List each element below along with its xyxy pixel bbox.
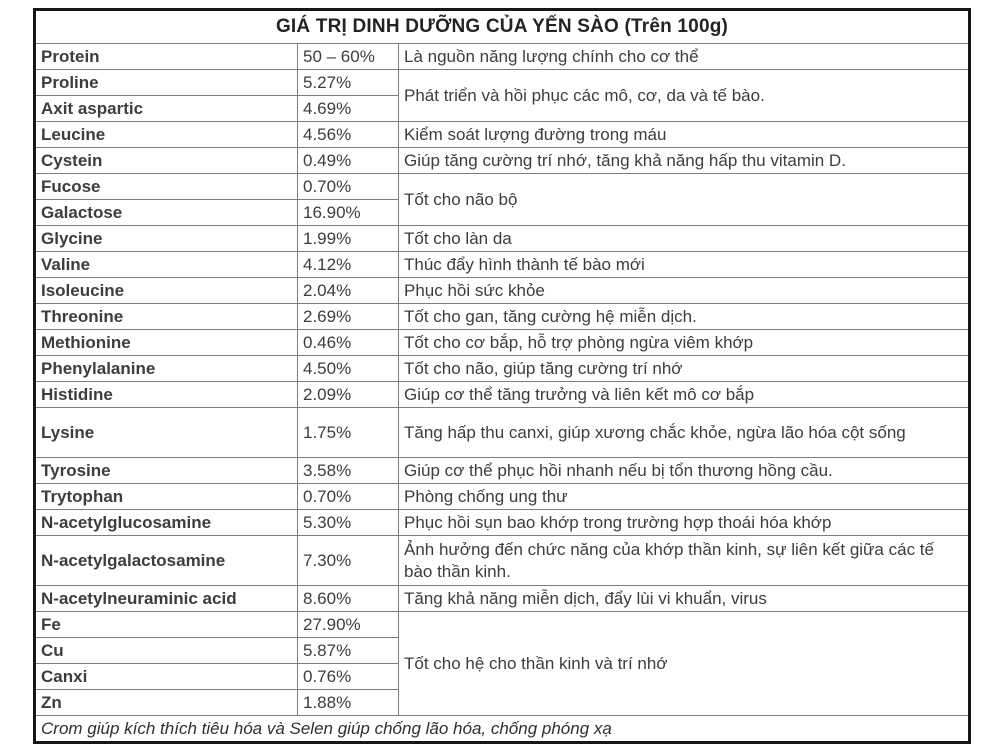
nutrient-name: Isoleucine	[34, 277, 298, 304]
nutrient-desc: Tốt cho não bộ	[398, 173, 970, 226]
table-row: Valine 4.12% Thúc đẩy hình thành tế bào mớ…	[34, 251, 970, 278]
nutrient-value: 2.04%	[297, 277, 399, 304]
table-row: Canxi 0.76%	[34, 663, 970, 690]
nutrient-name: Protein	[34, 43, 298, 70]
nutrient-desc: Giúp tăng cường trí nhớ, tăng khả năng h…	[398, 147, 970, 174]
nutrient-value: 0.70%	[297, 483, 399, 510]
nutrient-name: Proline	[34, 69, 298, 96]
nutrient-value: 5.30%	[297, 509, 399, 536]
nutrient-name: Glycine	[34, 225, 298, 252]
table-row: Proline 5.27% Phát triển và hồi phục các m…	[34, 69, 970, 122]
table-row: Axit aspartic 4.69%	[34, 95, 970, 122]
nutrient-value: 8.60%	[297, 585, 399, 612]
nutrient-desc: Phục hồi sức khỏe	[398, 277, 970, 304]
nutrient-value: 1.75%	[297, 407, 399, 458]
table-row: Phenylalanine 4.50% Tốt cho não, giúp tăng…	[34, 355, 970, 382]
nutrient-value: 2.69%	[297, 303, 399, 330]
table-row: Leucine 4.56% Kiểm soát lượng đường trong …	[34, 121, 970, 148]
nutrient-value: 1.88%	[297, 689, 399, 716]
nutrient-value: 7.30%	[297, 535, 399, 586]
nutrient-name: Galactose	[34, 199, 298, 226]
table-row: Fucose 0.70% Tốt cho não bộ	[34, 173, 970, 226]
table-row: Cu 5.87%	[34, 637, 970, 664]
table-row: Lysine 1.75% Tăng hấp thu canxi, giúp xươn…	[34, 407, 970, 458]
table-row: Methionine 0.46% Tốt cho cơ bắp, hỗ trợ ph…	[34, 329, 970, 356]
nutrient-desc: Phòng chống ung thư	[398, 483, 970, 510]
nutrient-desc: Tốt cho làn da	[398, 225, 970, 252]
table-row: Zn 1.88%	[34, 689, 970, 716]
nutrition-table: GIÁ TRỊ DINH DƯỠNG CỦA YẾN SÀO (Trên 100…	[33, 8, 971, 744]
table-footer-row: Crom giúp kích thích tiêu hóa và Selen g…	[34, 715, 970, 743]
nutrient-desc: Giúp cơ thể phục hồi nhanh nếu bị tổn th…	[398, 457, 970, 484]
nutrient-value: 5.27%	[297, 69, 399, 96]
table-row: N-acetylneuraminic acid 8.60% Tăng khả năn…	[34, 585, 970, 612]
nutrient-name: Phenylalanine	[34, 355, 298, 382]
nutrient-desc: Tốt cho gan, tăng cường hệ miễn dịch.	[398, 303, 970, 330]
nutrient-desc: Tốt cho hệ cho thần kinh và trí nhớ	[398, 611, 970, 716]
nutrient-name: Leucine	[34, 121, 298, 148]
nutrient-value: 4.12%	[297, 251, 399, 278]
table-row: N-acetylgalactosamine 7.30% Ảnh hưởng đến …	[34, 535, 970, 586]
nutrient-name: N-acetylglucosamine	[34, 509, 298, 536]
nutrient-desc: Giúp cơ thể tăng trưởng và liên kết mô c…	[398, 381, 970, 408]
table-title-row: GIÁ TRỊ DINH DƯỠNG CỦA YẾN SÀO (Trên 100…	[34, 9, 970, 44]
nutrient-name: N-acetylgalactosamine	[34, 535, 298, 586]
nutrient-name: Histidine	[34, 381, 298, 408]
table-row: Isoleucine 2.04% Phục hồi sức khỏe	[34, 277, 970, 304]
nutrient-name: Fucose	[34, 173, 298, 200]
nutrient-name: Trytophan	[34, 483, 298, 510]
table-row: Protein 50 – 60% Là nguồn năng lượng chính…	[34, 43, 970, 70]
table-row: Trytophan 0.70% Phòng chống ung thư	[34, 483, 970, 510]
nutrient-name: Lysine	[34, 407, 298, 458]
nutrient-desc: Là nguồn năng lượng chính cho cơ thể	[398, 43, 970, 70]
nutrient-value: 0.76%	[297, 663, 399, 690]
nutrient-name: Zn	[34, 689, 298, 716]
table-row: N-acetylglucosamine 5.30% Phục hồi sụn bao…	[34, 509, 970, 536]
nutrient-desc: Kiểm soát lượng đường trong máu	[398, 121, 970, 148]
nutrient-value: 1.99%	[297, 225, 399, 252]
nutrient-value: 0.49%	[297, 147, 399, 174]
nutrient-name: Canxi	[34, 663, 298, 690]
table-body: Protein 50 – 60% Là nguồn năng lượng chính…	[34, 43, 970, 716]
nutrient-value: 4.50%	[297, 355, 399, 382]
nutrient-name: Valine	[34, 251, 298, 278]
table-row: Cystein 0.49% Giúp tăng cường trí nhớ, tăn…	[34, 147, 970, 174]
table-row: Threonine 2.69% Tốt cho gan, tăng cường hệ…	[34, 303, 970, 330]
nutrient-name: Axit aspartic	[34, 95, 298, 122]
nutrient-desc: Phát triển và hồi phục các mô, cơ, da và…	[398, 69, 970, 122]
nutrient-name: Cu	[34, 637, 298, 664]
nutrient-value: 2.09%	[297, 381, 399, 408]
nutrient-desc: Ảnh hưởng đến chức năng của khớp thần ki…	[398, 535, 970, 586]
nutrient-value: 4.69%	[297, 95, 399, 122]
nutrient-name: Fe	[34, 611, 298, 638]
nutrient-desc: Tốt cho cơ bắp, hỗ trợ phòng ngừa viêm k…	[398, 329, 970, 356]
table-title: GIÁ TRỊ DINH DƯỠNG CỦA YẾN SÀO (Trên 100…	[34, 9, 970, 44]
table-row: Tyrosine 3.58% Giúp cơ thể phục hồi nhanh …	[34, 457, 970, 484]
nutrient-name: Cystein	[34, 147, 298, 174]
table-row: Fe 27.90% Tốt cho hệ cho thần kinh và trí …	[34, 611, 970, 716]
nutrient-desc: Tăng hấp thu canxi, giúp xương chắc khỏe…	[398, 407, 970, 458]
nutrient-value: 27.90%	[297, 611, 399, 638]
nutrient-name: Methionine	[34, 329, 298, 356]
table-row: Histidine 2.09% Giúp cơ thể tăng trưởng và…	[34, 381, 970, 408]
nutrient-value: 0.70%	[297, 173, 399, 200]
nutrient-value: 4.56%	[297, 121, 399, 148]
nutrient-name: N-acetylneuraminic acid	[34, 585, 298, 612]
nutrient-value: 5.87%	[297, 637, 399, 664]
nutrient-value: 3.58%	[297, 457, 399, 484]
nutrient-value: 50 – 60%	[297, 43, 399, 70]
nutrient-desc: Tăng khả năng miễn dịch, đẩy lùi vi khuẩ…	[398, 585, 970, 612]
nutrient-value: 16.90%	[297, 199, 399, 226]
nutrient-value: 0.46%	[297, 329, 399, 356]
nutrient-desc: Phục hồi sụn bao khớp trong trường hợp t…	[398, 509, 970, 536]
nutrient-desc: Tốt cho não, giúp tăng cường trí nhớ	[398, 355, 970, 382]
nutrient-desc: Thúc đẩy hình thành tế bào mới	[398, 251, 970, 278]
table-footer-note: Crom giúp kích thích tiêu hóa và Selen g…	[34, 715, 970, 743]
nutrient-name: Tyrosine	[34, 457, 298, 484]
table-row: Glycine 1.99% Tốt cho làn da	[34, 225, 970, 252]
nutrient-name: Threonine	[34, 303, 298, 330]
